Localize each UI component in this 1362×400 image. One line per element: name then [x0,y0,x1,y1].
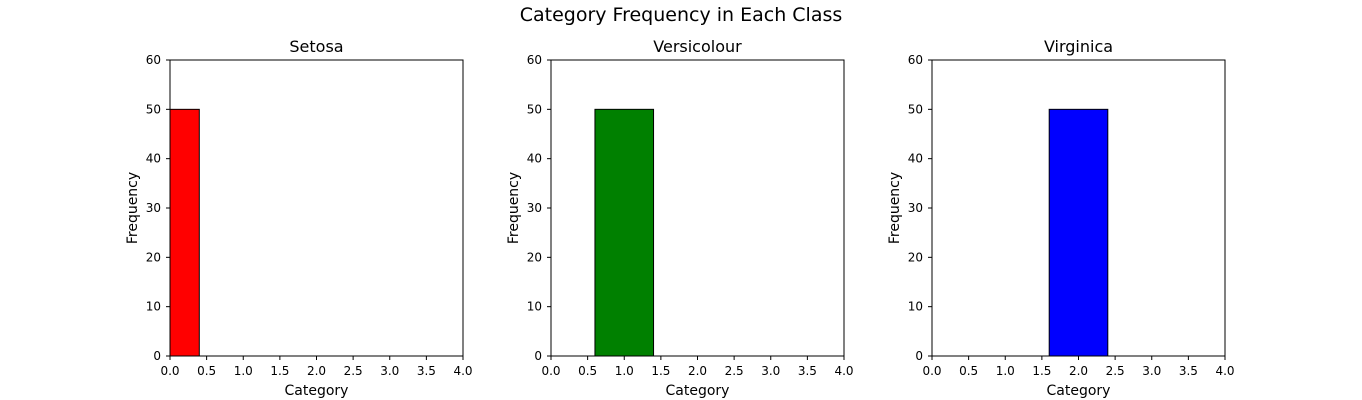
y-axis-label: Frequency [506,172,522,244]
y-tick-label: 60 [908,53,923,67]
axes-frame [169,59,464,357]
x-tick-label: 1.5 [1032,364,1051,378]
subplot-versicolour: 0.0 0.5 1.0 1.5 2.0 2.5 3.0 3.5 4.0 0 10 20 30 40 50 60… [506,37,854,399]
y-tick-label: 10 [908,300,923,314]
y-tick-label: 60 [527,53,542,67]
x-tick-label: 2.5 [725,364,744,378]
bar [594,108,655,357]
subplot-setosa: 0.0 0.5 1.0 1.5 2.0 2.5 3.0 3.5 4.0 0 10 20 30 40 50 60… [125,37,473,399]
x-tick-label: 3.0 [761,364,780,378]
x-tick-label: 4.0 [834,364,853,378]
x-tick-label: 4.0 [1215,364,1234,378]
figure-title: Category Frequency in Each Class [519,4,843,26]
x-tick-label: 1.0 [615,364,634,378]
subplot-title: Virginica [1044,37,1113,56]
x-tick-label: 3.5 [1179,364,1198,378]
x-tick-label: 3.0 [1142,364,1161,378]
y-tick-label: 40 [527,152,542,166]
x-tick-label: 0.5 [578,364,597,378]
x-tick-label: 0.0 [160,364,179,378]
x-tick-label: 1.5 [270,364,289,378]
x-axis-label: Category [666,383,730,399]
y-tick-label: 10 [146,300,161,314]
x-tick-label: 4.0 [453,364,472,378]
x-axis-label: Category [1047,383,1111,399]
subplot-virginica: 0.0 0.5 1.0 1.5 2.0 2.5 3.0 3.5 4.0 0 10 20 30 40 50 60… [887,37,1235,399]
x-tick-label: 0.0 [922,364,941,378]
x-tick-label: 2.0 [1069,364,1088,378]
x-axis-label: Category [285,383,349,399]
subplot-title: Setosa [289,37,343,56]
x-tick-label: 2.0 [688,364,707,378]
x-tick-label: 0.5 [197,364,216,378]
x-tick-label: 2.0 [307,364,326,378]
subplot-title: Versicolour [653,37,742,56]
y-tick-label: 40 [908,152,923,166]
y-tick-label: 60 [146,53,161,67]
y-tick-label: 50 [146,102,161,116]
x-tick-label: 3.5 [417,364,436,378]
y-tick-label: 30 [146,201,161,215]
x-tick-label: 0.0 [541,364,560,378]
y-tick-label: 30 [908,201,923,215]
x-tick-label: 2.5 [344,364,363,378]
x-tick-label: 1.5 [651,364,670,378]
y-axis-label: Frequency [887,172,903,244]
y-tick-label: 0 [915,349,923,363]
y-tick-label: 30 [527,201,542,215]
y-axis-label: Frequency [125,172,141,244]
x-tick-label: 1.0 [996,364,1015,378]
y-tick-label: 20 [527,250,542,264]
x-tick-label: 2.5 [1106,364,1125,378]
x-tick-label: 3.5 [798,364,817,378]
y-tick-label: 0 [534,349,542,363]
x-tick-label: 0.5 [959,364,978,378]
y-tick-label: 20 [908,250,923,264]
y-tick-label: 50 [908,102,923,116]
x-tick-label: 3.0 [380,364,399,378]
y-tick-label: 50 [527,102,542,116]
x-tick-label: 1.0 [234,364,253,378]
bar [1048,108,1109,357]
y-tick-label: 40 [146,152,161,166]
bar [169,108,200,357]
y-tick-label: 20 [146,250,161,264]
y-tick-label: 0 [153,349,161,363]
y-tick-label: 10 [527,300,542,314]
